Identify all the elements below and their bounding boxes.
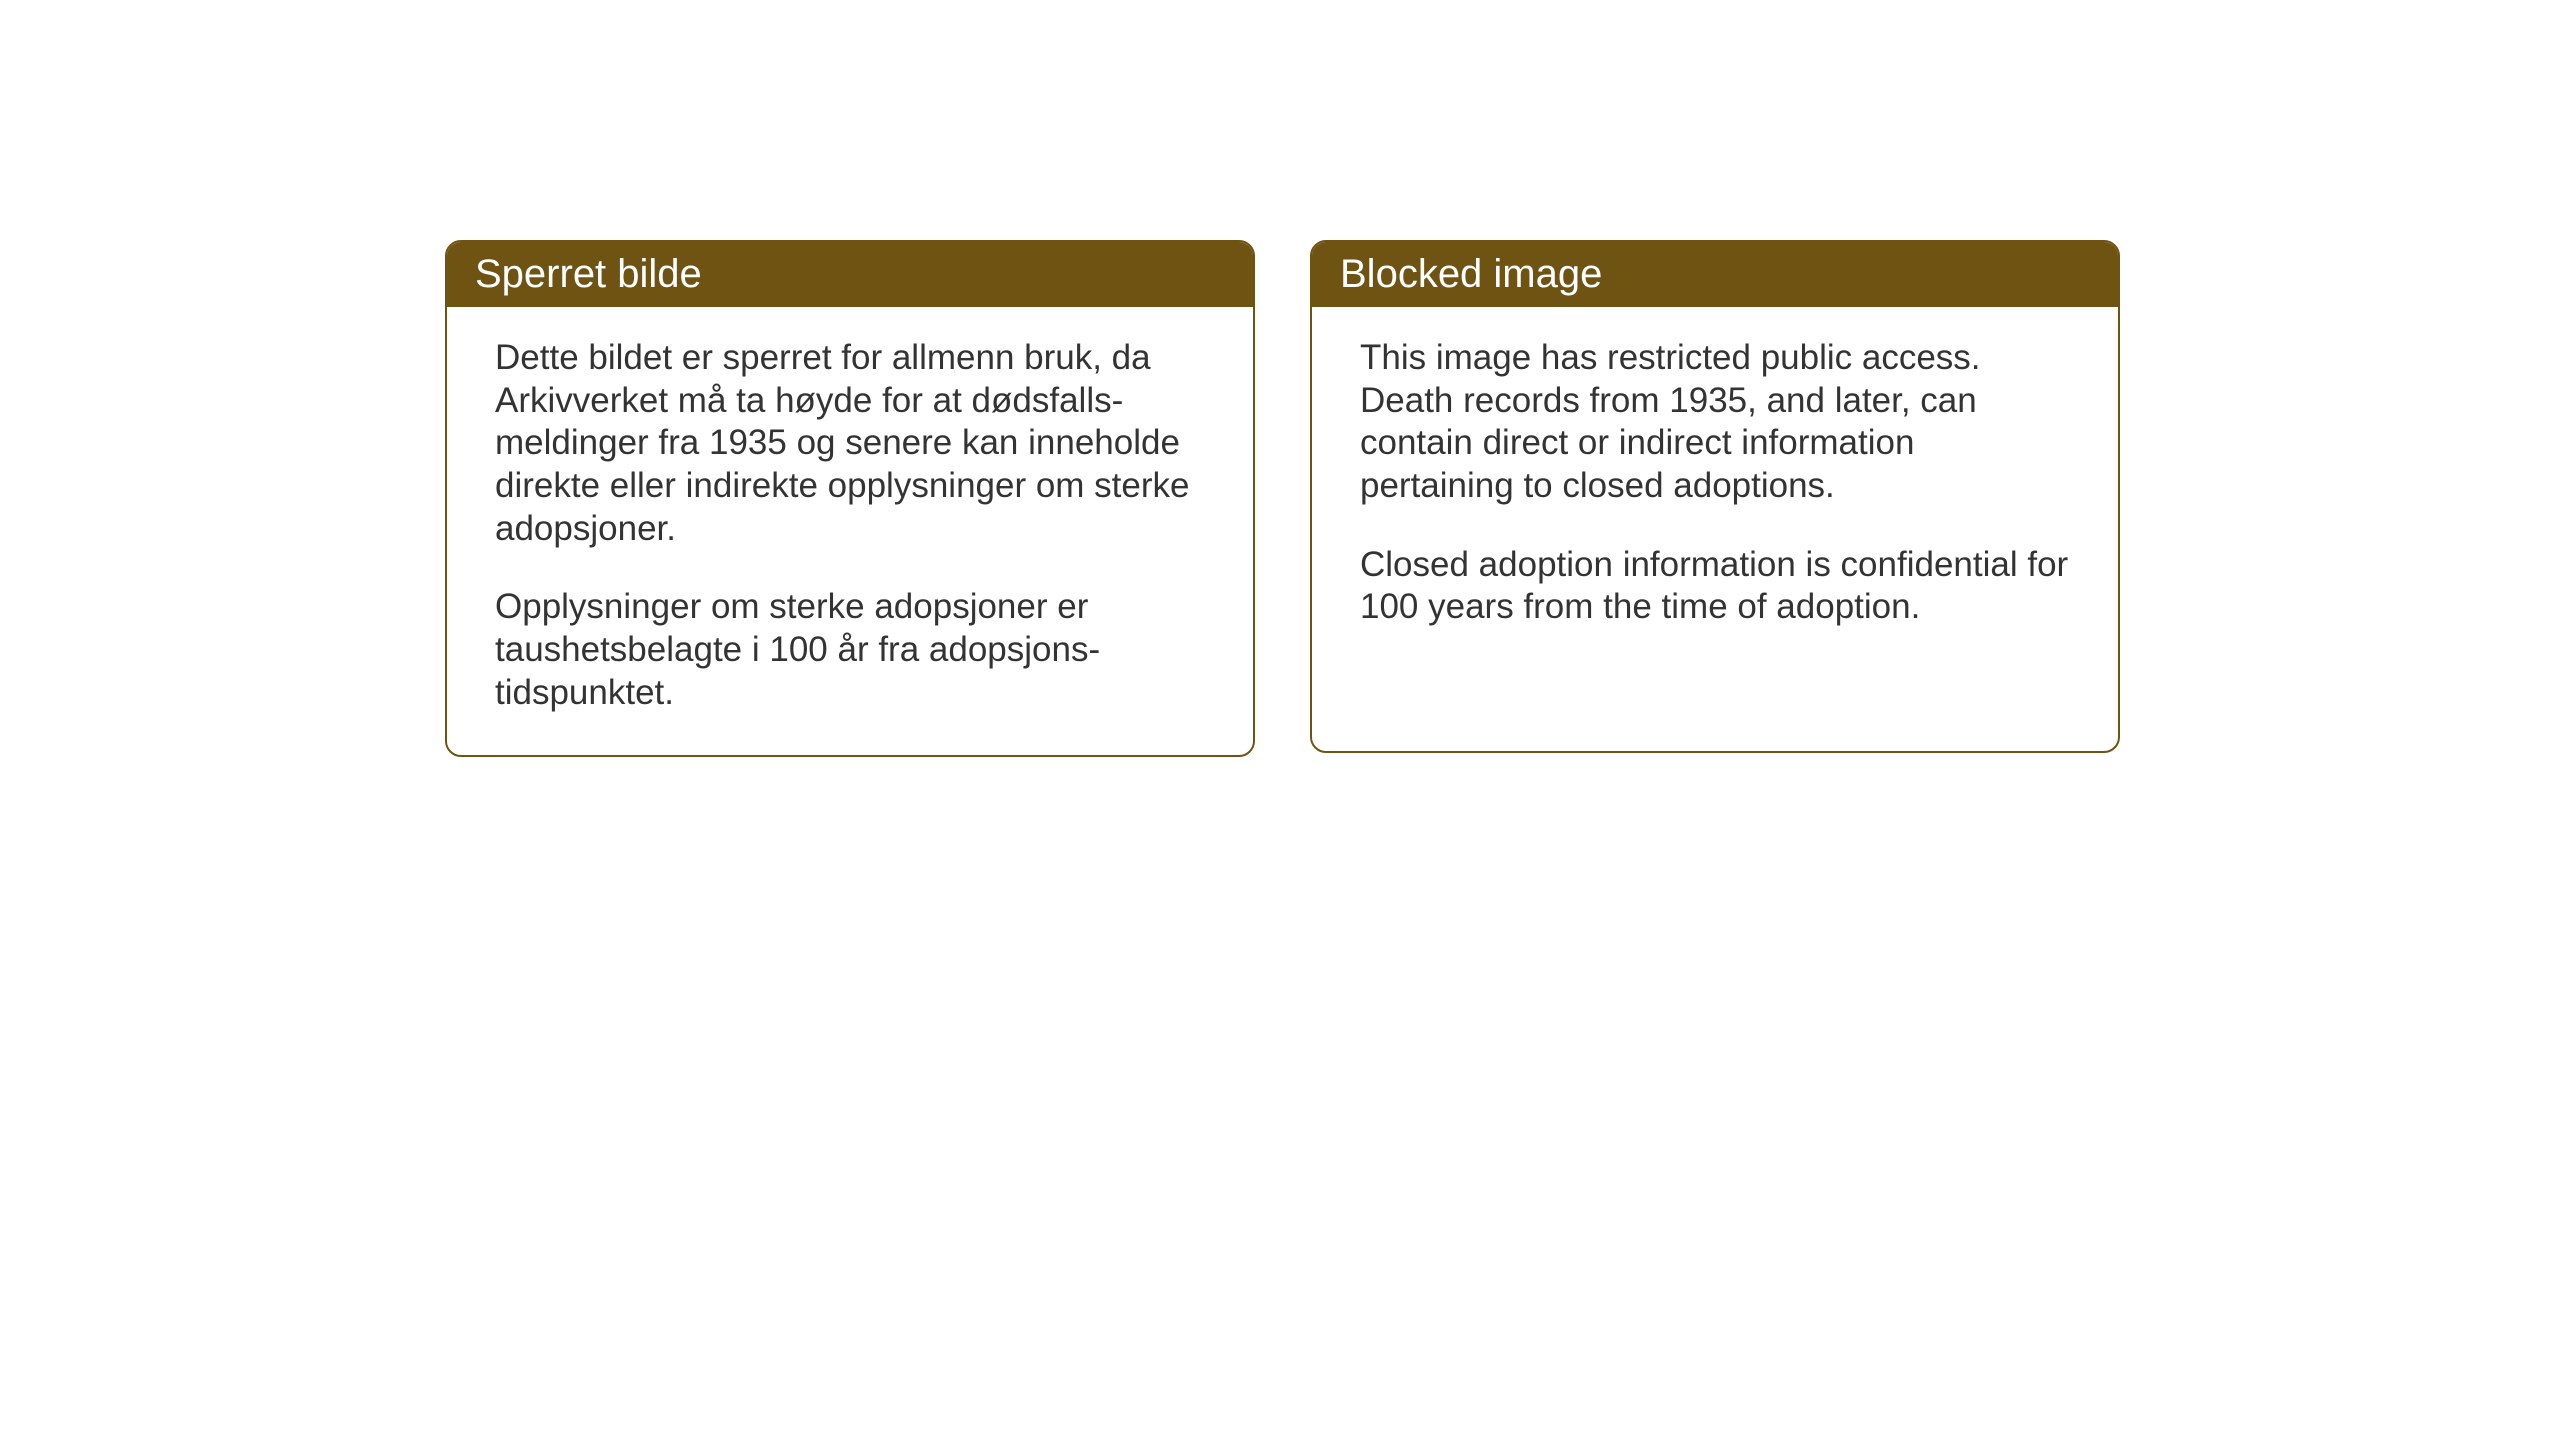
card-norwegian-title: Sperret bilde — [447, 242, 1253, 307]
card-norwegian: Sperret bilde Dette bildet er sperret fo… — [445, 240, 1255, 757]
card-norwegian-paragraph-1: Dette bildet er sperret for allmenn bruk… — [495, 337, 1205, 550]
cards-container: Sperret bilde Dette bildet er sperret fo… — [445, 240, 2120, 757]
card-english-body: This image has restricted public access.… — [1312, 307, 2118, 669]
card-english-paragraph-1: This image has restricted public access.… — [1360, 337, 2070, 508]
card-english: Blocked image This image has restricted … — [1310, 240, 2120, 753]
card-english-title: Blocked image — [1312, 242, 2118, 307]
card-norwegian-body: Dette bildet er sperret for allmenn bruk… — [447, 307, 1253, 755]
card-norwegian-paragraph-2: Opplysninger om sterke adopsjoner er tau… — [495, 586, 1205, 714]
card-english-paragraph-2: Closed adoption information is confident… — [1360, 544, 2070, 629]
